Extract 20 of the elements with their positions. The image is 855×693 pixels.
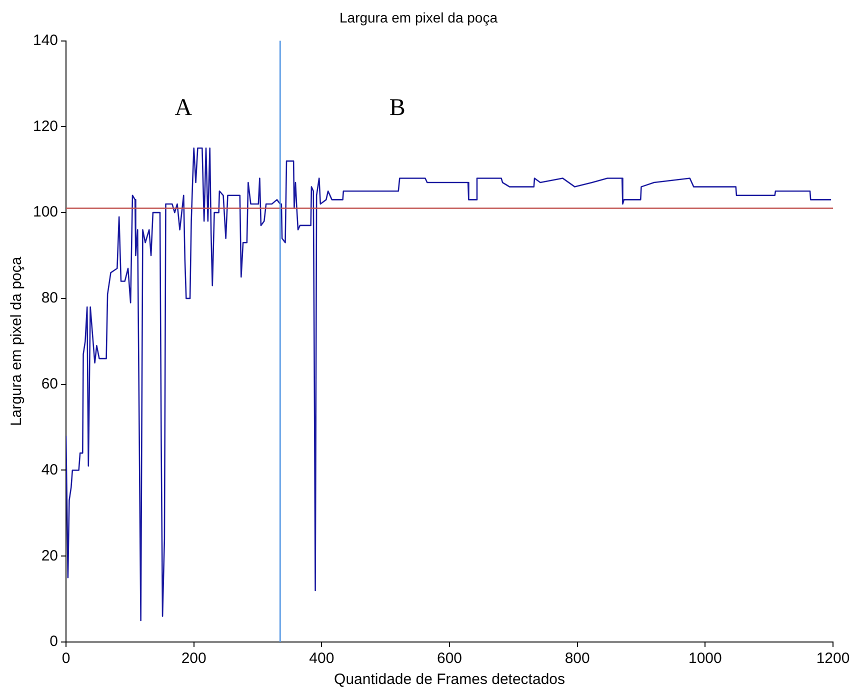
- y-tick-label: 0: [50, 633, 58, 650]
- annotation: A: [174, 95, 193, 122]
- y-tick-label: 140: [32, 32, 58, 49]
- y-axis-title: Largura em pixel da poça: [8, 256, 26, 426]
- x-axis-title: Quantidade de Frames detectados: [334, 671, 566, 688]
- annotation: B: [389, 95, 406, 122]
- x-tick-label: 0: [62, 650, 70, 668]
- y-tick-label: 100: [32, 204, 58, 221]
- x-tick-label: 600: [437, 650, 462, 668]
- chart-title: Largura em pixel da poça: [340, 9, 498, 26]
- y-tick-label: 120: [32, 118, 58, 135]
- y-tick-label: 20: [41, 547, 58, 564]
- x-tick-label: 1200: [816, 650, 850, 668]
- y-tick-label: 40: [41, 461, 58, 478]
- y-tick-label: 60: [41, 375, 58, 392]
- x-tick-label: 800: [564, 650, 590, 668]
- y-tick-label: 80: [41, 290, 58, 307]
- x-tick-label: 400: [309, 650, 334, 668]
- x-tick-label: 200: [181, 650, 206, 668]
- x-tick-label: 1000: [688, 650, 722, 668]
